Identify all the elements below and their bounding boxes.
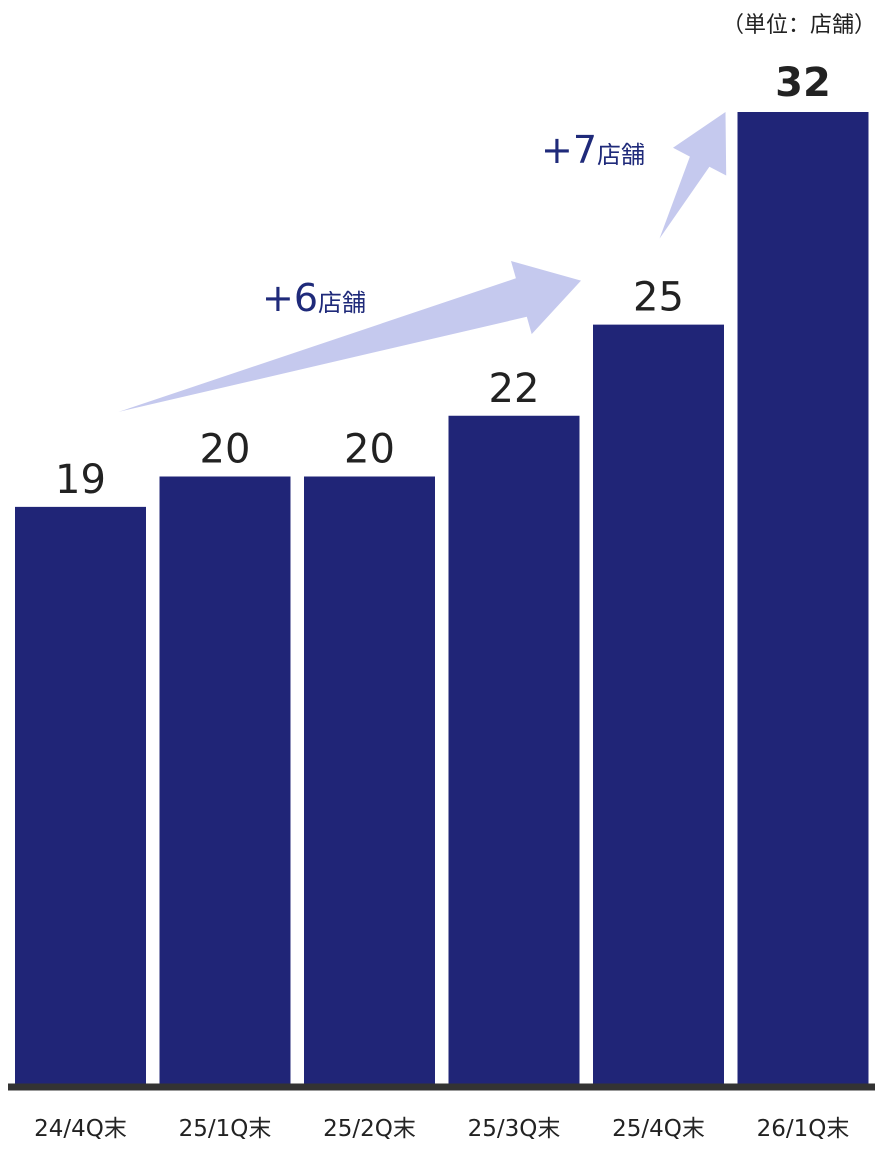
annotation-number: 7 (573, 128, 597, 172)
value-label: 32 (775, 60, 831, 106)
bars (15, 112, 869, 1084)
value-labels: 19 20 20 22 25 32 (55, 60, 831, 503)
category-label: 25/2Q末 (323, 1116, 416, 1142)
annotation-suffix: 店舗 (318, 289, 366, 317)
growth-annotation-2: +7店舗 (541, 128, 645, 172)
category-label: 26/1Q末 (757, 1116, 850, 1142)
category-label: 25/4Q末 (612, 1116, 705, 1142)
annotation-number: 6 (294, 276, 318, 320)
bar-25/4Q末 (593, 324, 724, 1084)
growth-annotation-1: +6店舗 (262, 276, 366, 320)
annotation-suffix: 店舗 (597, 141, 645, 169)
growth-arrow-2 (659, 112, 727, 239)
category-label: 24/4Q末 (34, 1116, 127, 1142)
category-label: 25/3Q末 (468, 1116, 561, 1142)
value-label: 25 (633, 275, 684, 321)
annotation-prefix: + (541, 128, 573, 172)
category-labels: 24/4Q末 25/1Q末 25/2Q末 25/3Q末 25/4Q末 26/1Q末 (34, 1116, 849, 1142)
value-label: 19 (55, 457, 106, 503)
growth-arrow-1 (118, 261, 581, 412)
bar-25/1Q末 (159, 476, 291, 1084)
bar-25/3Q末 (448, 415, 580, 1084)
bar-24/4Q末 (15, 506, 146, 1084)
category-label: 25/1Q末 (179, 1116, 272, 1142)
unit-label: （単位：店舗） (722, 13, 876, 38)
value-label: 20 (344, 427, 395, 473)
bar-26/1Q末 (737, 112, 869, 1084)
value-label: 20 (200, 427, 251, 473)
value-label: 22 (489, 366, 540, 412)
bar-25/2Q末 (304, 476, 435, 1084)
growth-arrows (118, 112, 727, 412)
annotation-prefix: + (262, 276, 294, 320)
growth-annotations: +6店舗+7店舗 (262, 128, 645, 320)
